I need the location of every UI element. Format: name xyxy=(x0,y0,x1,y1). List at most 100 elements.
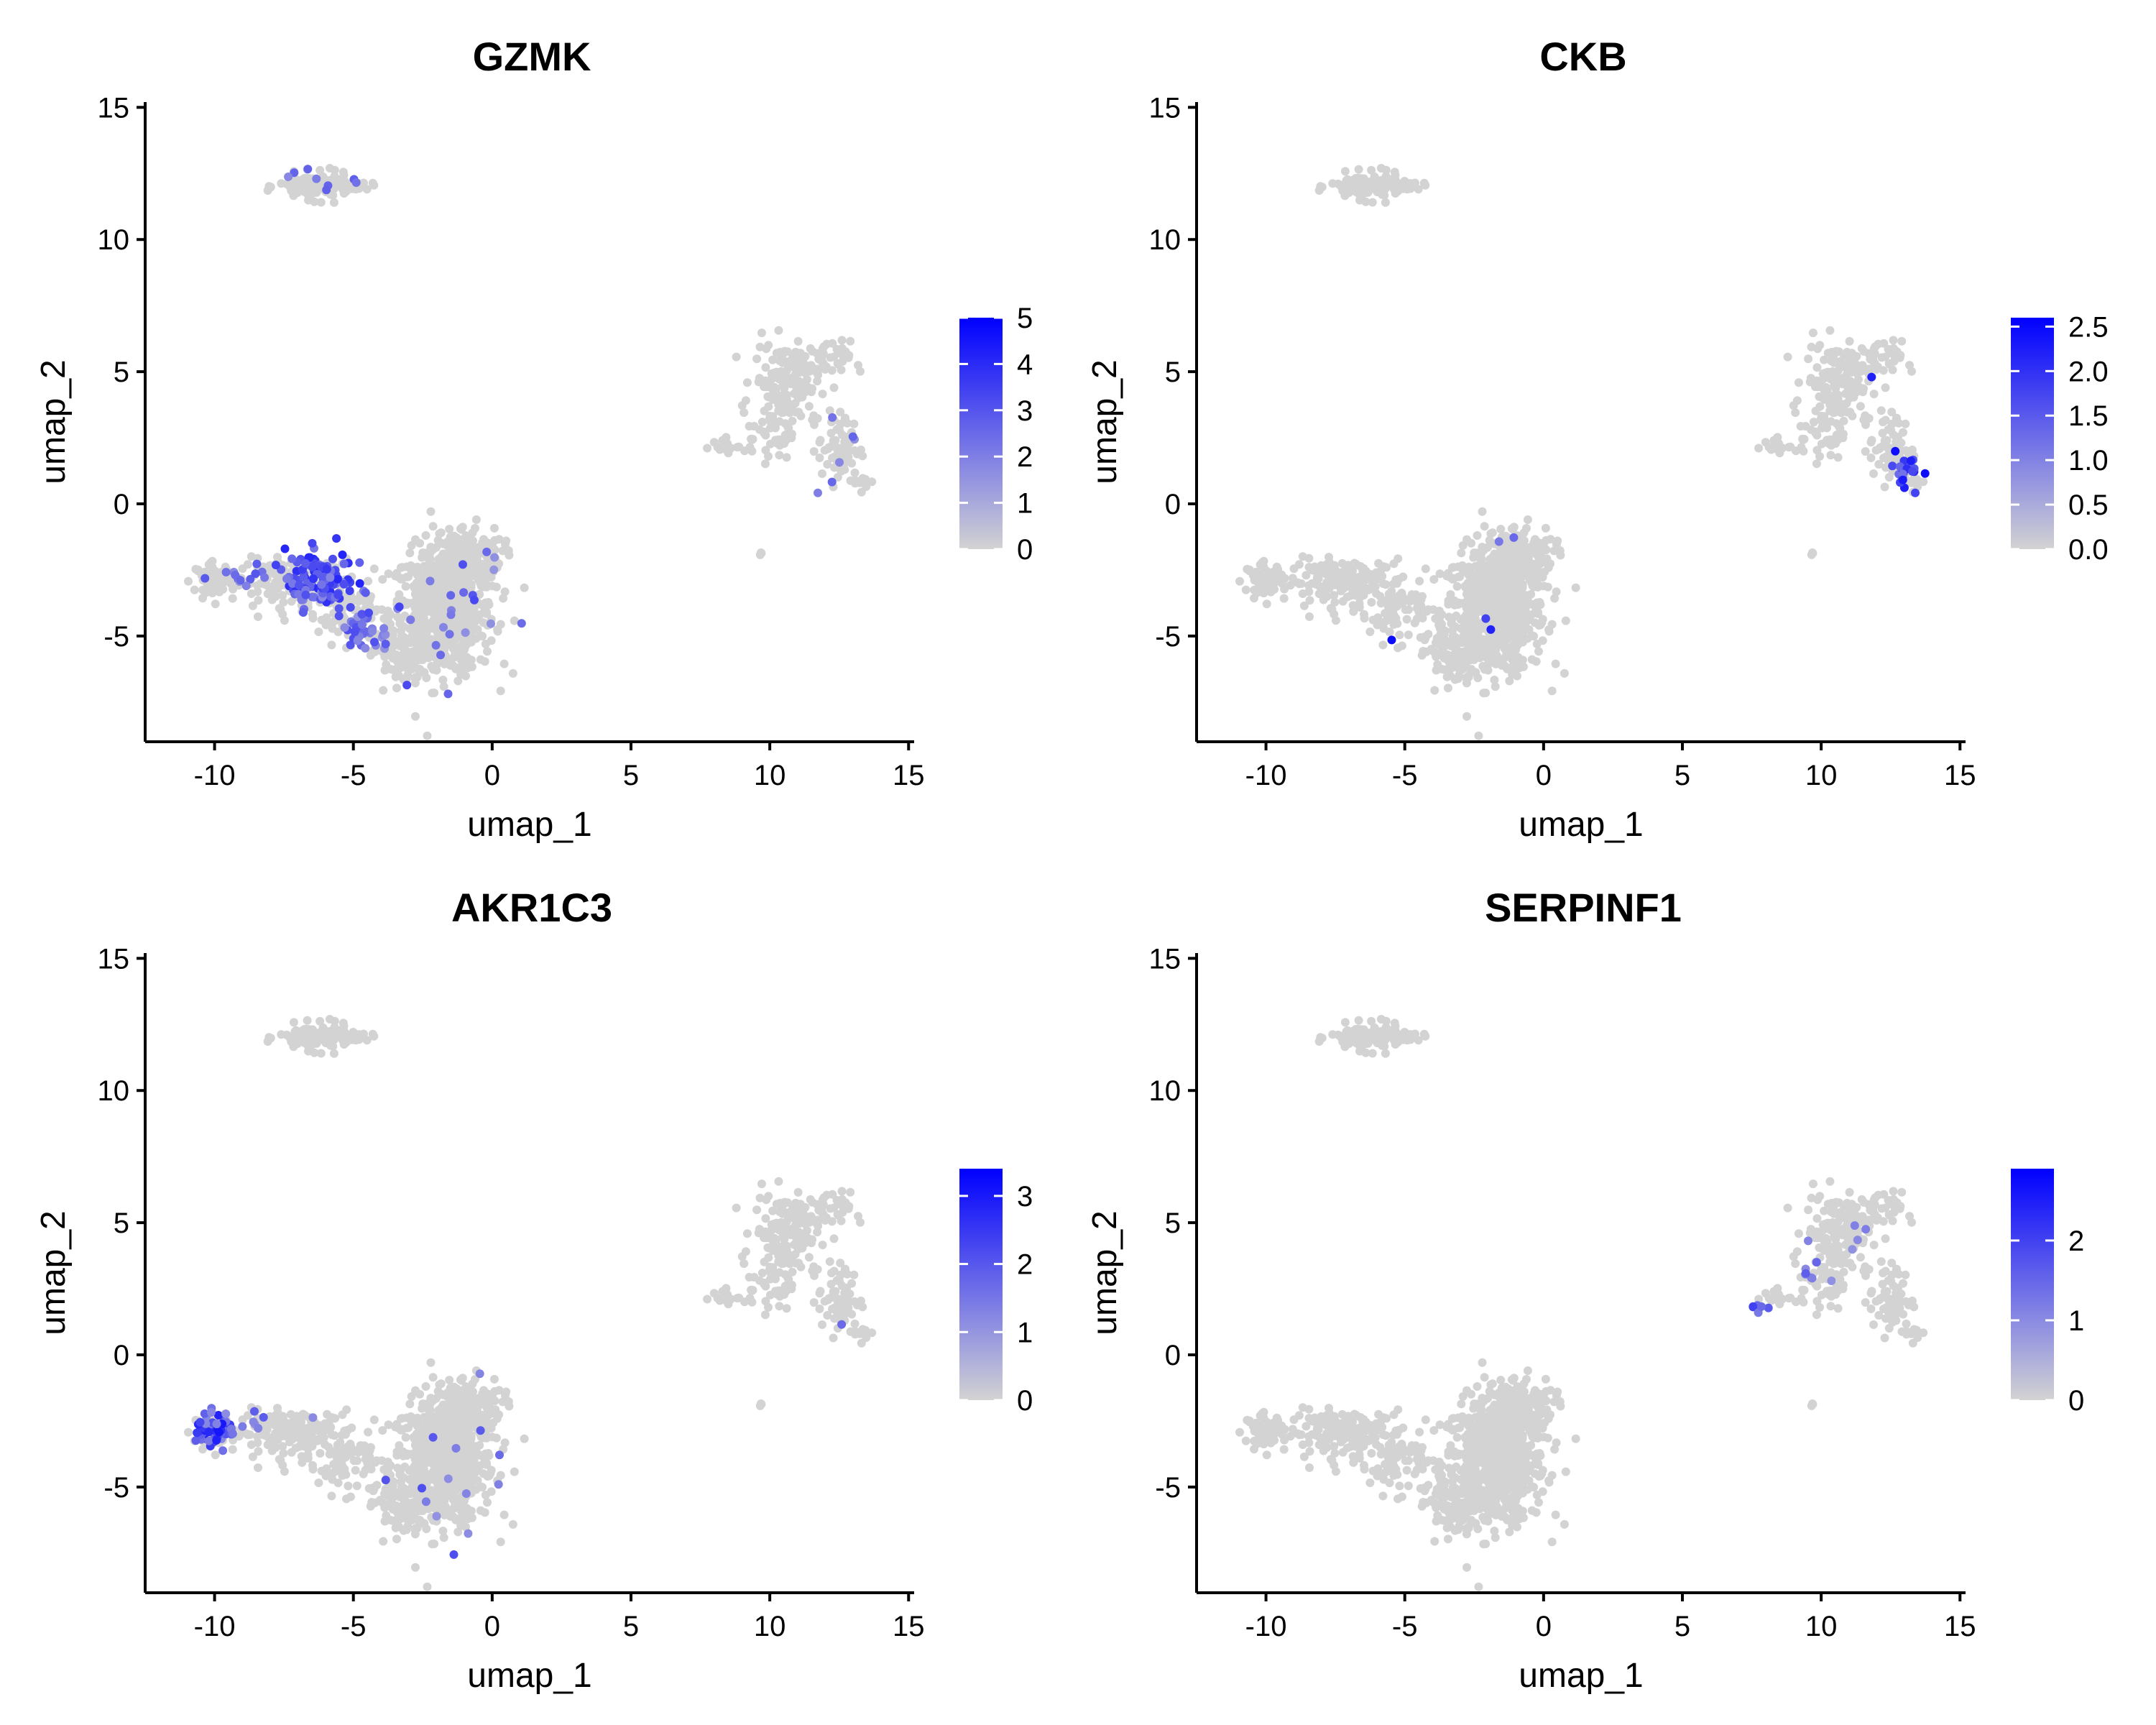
expressing-cell-point xyxy=(443,689,453,699)
cell-point xyxy=(1331,566,1340,575)
expressing-cell-point xyxy=(308,538,317,548)
cell-point xyxy=(867,477,877,487)
cell-point xyxy=(1373,620,1382,630)
cell-point xyxy=(818,469,826,478)
expressing-cell-point xyxy=(357,610,367,619)
cell-point xyxy=(211,599,220,609)
cell-point xyxy=(421,531,430,540)
cell-point xyxy=(365,1446,374,1455)
cell-point xyxy=(321,1471,331,1481)
cell-point xyxy=(423,1404,433,1413)
cell-point xyxy=(1447,563,1457,572)
cell-point xyxy=(1407,182,1416,191)
cell-point xyxy=(279,597,288,607)
cell-point xyxy=(1447,616,1456,625)
cell-point xyxy=(496,1537,505,1547)
cell-point xyxy=(818,390,827,399)
expressing-cell-point xyxy=(303,165,313,174)
cell-point xyxy=(1462,604,1472,613)
cell-point xyxy=(308,1465,318,1474)
expressing-cell-point xyxy=(201,574,210,583)
cell-point xyxy=(774,326,783,335)
cell-point xyxy=(448,1512,458,1522)
cell-point xyxy=(404,637,413,645)
cell-point xyxy=(1378,579,1388,589)
cell-point xyxy=(407,663,417,672)
cell-point xyxy=(413,562,422,571)
expressing-cell-point xyxy=(1911,488,1920,497)
cell-point xyxy=(499,594,508,603)
cell-point xyxy=(1343,180,1353,189)
cell-point xyxy=(456,1375,465,1384)
expressing-cell-point xyxy=(301,590,310,599)
expressing-cell-point xyxy=(317,580,326,589)
cell-point xyxy=(1448,638,1457,647)
cell-point xyxy=(1259,556,1268,566)
cell-point xyxy=(1373,613,1383,622)
x-tick-label: 15 xyxy=(1944,760,1976,791)
cell-point xyxy=(1342,572,1352,581)
cell-point xyxy=(1404,630,1413,640)
cell-point xyxy=(484,539,494,548)
cell-point xyxy=(456,663,466,673)
cell-point xyxy=(245,1430,254,1439)
cell-point xyxy=(1371,574,1380,584)
cell-point xyxy=(468,528,477,538)
legend-tick-label: 2.5 xyxy=(2068,311,2109,343)
cell-point xyxy=(840,438,849,446)
cell-point xyxy=(1305,612,1314,621)
cell-point xyxy=(1405,597,1414,606)
cell-point xyxy=(248,1452,257,1461)
cell-point xyxy=(1530,618,1539,627)
cell-point xyxy=(466,656,476,665)
cell-point xyxy=(1296,579,1306,588)
cell-point xyxy=(448,653,458,663)
cell-point xyxy=(755,342,765,351)
cell-point xyxy=(1820,385,1829,395)
scatter-points xyxy=(184,1015,877,1591)
cell-point xyxy=(823,460,832,469)
cell-point xyxy=(482,608,492,617)
cell-point xyxy=(775,417,784,426)
cell-point xyxy=(757,548,766,558)
cell-point xyxy=(1412,615,1422,624)
cell-point xyxy=(1879,441,1888,451)
cell-point xyxy=(833,473,842,482)
cell-point xyxy=(809,447,819,456)
cell-point xyxy=(850,446,859,455)
cell-point xyxy=(745,443,755,452)
cell-point xyxy=(1267,579,1276,589)
cell-point xyxy=(829,383,839,392)
cell-point xyxy=(423,731,432,740)
cell-point xyxy=(354,597,363,606)
cell-point xyxy=(290,1433,299,1443)
cell-point xyxy=(1479,689,1488,698)
cell-point xyxy=(468,1379,477,1389)
cell-point xyxy=(806,361,816,370)
cell-point xyxy=(732,352,741,362)
cell-point xyxy=(504,1397,513,1406)
cell-point xyxy=(858,451,867,461)
cell-point xyxy=(264,182,274,191)
cell-point xyxy=(426,507,436,516)
cell-point xyxy=(1536,600,1545,610)
cell-point xyxy=(423,584,432,593)
cell-point xyxy=(788,416,797,426)
expressing-cell-point xyxy=(288,579,297,588)
cell-point xyxy=(1527,599,1537,609)
cell-point xyxy=(837,365,846,374)
y-tick-label: 10 xyxy=(98,224,130,256)
cell-point xyxy=(1402,615,1411,624)
expressing-cell-point xyxy=(334,604,344,613)
cell-point xyxy=(1481,638,1491,647)
expressing-cell-point xyxy=(1891,446,1900,456)
cell-point xyxy=(254,612,262,621)
cell-point xyxy=(1474,584,1483,593)
cell-point xyxy=(206,581,215,591)
cell-point xyxy=(508,668,517,678)
expressing-cell-point xyxy=(431,640,441,650)
cell-point xyxy=(1503,643,1512,652)
cell-point xyxy=(1867,353,1876,362)
cell-point xyxy=(1520,536,1529,546)
